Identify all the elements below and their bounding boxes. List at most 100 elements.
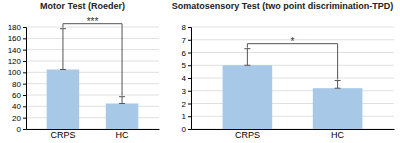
chart-title: Motor Test (Roeder): [40, 1, 125, 11]
y-tick-label: 5: [182, 61, 187, 70]
x-tick-label: CRPS: [50, 130, 75, 140]
y-axis: 0 1 2 3 4 5 6 7 8: [182, 23, 192, 134]
x-tick: CRPS: [235, 130, 260, 140]
y-tick-mark: [23, 38, 26, 39]
grid-line: [191, 116, 394, 117]
marks: [223, 49, 363, 129]
x-axis: CRPS HC: [27, 130, 160, 141]
y-tick-mark: [23, 95, 26, 96]
y-tick-label: 2: [182, 100, 187, 109]
grid-line: [26, 117, 159, 118]
y-tick-mark: [188, 91, 191, 92]
y-tick-mark: [188, 40, 191, 41]
y-tick-label: 0: [17, 125, 22, 134]
y-tick: 3: [182, 87, 191, 96]
y-tick-label: 160: [8, 34, 22, 43]
grid: [26, 27, 159, 129]
y-tick-mark: [23, 72, 26, 73]
y-tick: 120: [8, 57, 26, 66]
x-tick-label: HC: [331, 130, 344, 140]
y-tick-label: 60: [12, 91, 21, 100]
panel: 0 20 40 60 80 100 120 140 160 180 CRPS HC ***: [8, 16, 160, 141]
x-axis-line: [192, 129, 395, 130]
grid-line: [26, 83, 159, 84]
significance-bracket: [63, 24, 122, 96]
y-tick-mark: [188, 78, 191, 79]
y-tick-label: 3: [182, 87, 187, 96]
y-tick-mark: [23, 61, 26, 62]
error-bar: [119, 97, 125, 104]
y-tick-mark: [23, 129, 26, 130]
grid-line: [191, 52, 394, 53]
error-bar: [335, 81, 341, 89]
y-tick: 7: [182, 36, 191, 45]
y-tick-label: 120: [8, 57, 22, 66]
y-tick-mark: [188, 129, 191, 130]
chart-title: Somatosensory Test (two point discrimina…: [172, 1, 393, 11]
y-tick-label: 20: [12, 114, 21, 123]
grid-line: [26, 95, 159, 96]
x-tick: HC: [331, 130, 344, 140]
y-tick: 1: [182, 112, 191, 121]
y-axis-line: [188, 28, 192, 130]
significance-label: ***: [87, 16, 99, 27]
y-tick-mark: [23, 106, 26, 107]
y-tick-label: 80: [12, 80, 21, 89]
significance-bracket: [247, 44, 337, 80]
grid-line: [191, 129, 394, 130]
y-tick: 8: [182, 23, 191, 32]
y-tick-label: 1: [182, 112, 187, 121]
y-tick-mark: [188, 65, 191, 66]
grid-line: [26, 61, 159, 62]
bar: [313, 88, 363, 129]
y-tick: 6: [182, 49, 191, 58]
y-tick: 0: [182, 125, 191, 134]
y-tick-label: 140: [8, 46, 22, 55]
bar: [223, 65, 273, 129]
bar: [47, 70, 80, 130]
error-bar: [60, 29, 66, 70]
marks: [47, 29, 139, 129]
y-tick-mark: [188, 116, 191, 117]
y-tick-label: 180: [8, 23, 22, 32]
y-tick-label: 100: [8, 68, 22, 77]
y-tick: 40: [12, 102, 26, 111]
panel: 0 1 2 3 4 5 6 7 8 CRPS HC *: [182, 23, 395, 140]
significance-label: *: [291, 36, 295, 47]
y-tick: 140: [8, 46, 26, 55]
y-tick-label: 0: [182, 125, 187, 134]
y-tick-mark: [188, 104, 191, 105]
x-tick: HC: [116, 130, 129, 140]
y-tick: 4: [182, 74, 191, 83]
x-axis: CRPS HC: [192, 130, 395, 141]
y-tick: 0: [17, 125, 26, 134]
error-bar: [244, 49, 250, 66]
y-tick-mark: [23, 84, 26, 85]
y-axis: 0 20 40 60 80 100 120 140 160 180: [8, 23, 27, 134]
grid-line: [191, 78, 394, 79]
y-tick: 5: [182, 61, 191, 70]
y-tick: 180: [8, 23, 26, 32]
y-tick-label: 6: [182, 49, 187, 58]
y-tick-mark: [188, 53, 191, 54]
grid-line: [26, 129, 159, 130]
grid: [191, 27, 394, 129]
x-tick: CRPS: [50, 130, 75, 140]
y-tick-mark: [188, 27, 191, 28]
grid-line: [191, 65, 394, 66]
y-tick-label: 7: [182, 36, 187, 45]
y-tick-label: 40: [12, 102, 21, 111]
y-axis-line: [23, 28, 27, 130]
x-axis-line: [27, 129, 160, 130]
x-tick-label: CRPS: [235, 130, 260, 140]
y-tick-mark: [23, 27, 26, 28]
y-tick: 2: [182, 100, 191, 109]
chart-figure: 020406080100120140160180CRPSHC***Motor T…: [0, 0, 400, 143]
grid-line: [191, 103, 394, 104]
grid-line: [26, 38, 159, 39]
y-tick-mark: [23, 50, 26, 51]
grid-line: [26, 72, 159, 73]
y-tick-mark: [23, 118, 26, 119]
y-tick: 100: [8, 68, 26, 77]
bar: [106, 104, 139, 130]
